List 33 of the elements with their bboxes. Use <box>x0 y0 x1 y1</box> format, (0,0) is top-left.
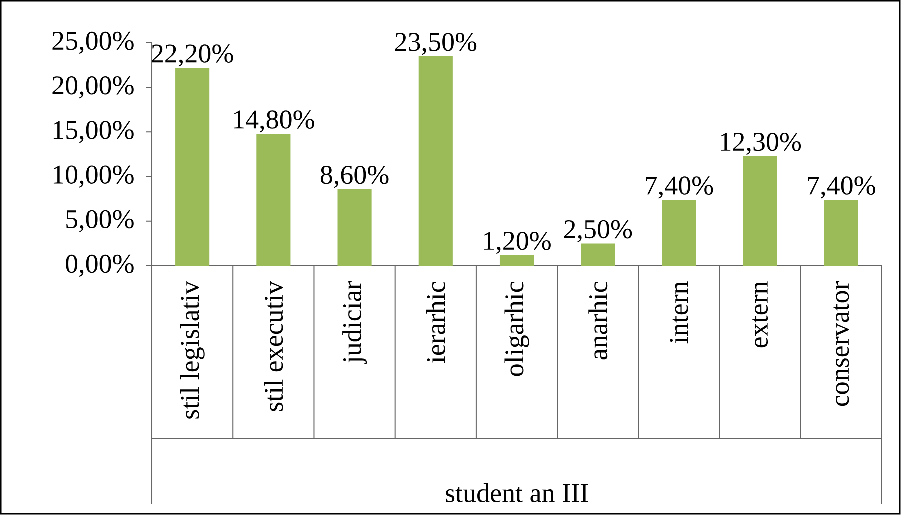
bar <box>500 255 534 266</box>
y-tick-label: 15,00% <box>54 121 134 144</box>
x-tick-label: extern <box>752 282 768 348</box>
x-tick-label: intern <box>670 282 688 344</box>
bar <box>418 56 453 266</box>
x-tick-label: stil executiv <box>264 281 284 412</box>
x-tick-label: ierarhic <box>426 282 446 364</box>
data-label: 7,40% <box>808 176 876 199</box>
bar <box>824 200 858 266</box>
data-label: 2,50% <box>564 220 632 242</box>
bar <box>743 156 778 266</box>
bar <box>256 134 291 266</box>
y-tick-label: 20,00% <box>52 76 134 99</box>
bar <box>338 189 372 266</box>
bar <box>581 244 616 266</box>
y-tick-label: 25,00% <box>52 32 134 54</box>
x-axis-title: student an III <box>446 483 588 502</box>
data-label: 14,80% <box>234 110 314 133</box>
data-label: 12,30% <box>721 132 802 156</box>
y-tick-label: 10,00% <box>54 166 134 188</box>
y-tick-label: 0,00% <box>66 254 134 278</box>
data-label: 23,50% <box>395 33 477 56</box>
x-tick-label: anarhic <box>588 282 608 360</box>
data-label: 8,60% <box>320 166 389 188</box>
data-label: 7,40% <box>646 176 714 199</box>
x-tick-label: stil legislativ <box>180 281 205 419</box>
y-tick-label: 5,00% <box>66 210 134 232</box>
bar <box>662 200 696 266</box>
x-tick-label: conservator <box>834 281 850 406</box>
data-label: 1,20% <box>484 232 551 254</box>
x-tick-label: oligarhic <box>504 282 530 376</box>
x-tick-label: judiciar <box>342 281 368 364</box>
bar <box>176 68 210 266</box>
